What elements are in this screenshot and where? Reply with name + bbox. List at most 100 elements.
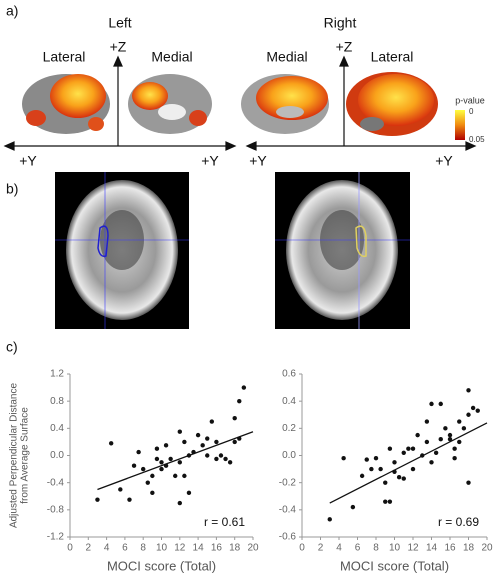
data-point <box>159 466 164 472</box>
hemisphere-label: Left <box>108 15 131 31</box>
x-tick-label: 18 <box>463 543 475 554</box>
data-point <box>182 439 187 445</box>
y-tick-label: -0.4 <box>279 504 297 515</box>
axis-label: +Y <box>435 153 453 169</box>
data-point <box>457 419 462 424</box>
data-point <box>475 408 480 413</box>
data-point <box>227 460 233 465</box>
hemisphere-label: Right <box>324 15 357 31</box>
brain-surfaces <box>20 72 465 140</box>
y-tick-label: 1.2 <box>50 369 64 380</box>
y-tick-label: -0.2 <box>279 477 297 488</box>
data-point <box>461 426 467 431</box>
data-point <box>145 480 150 485</box>
data-point <box>383 499 388 504</box>
y-tick-label: 0.4 <box>50 423 64 434</box>
x-tick-label: 20 <box>481 543 493 554</box>
trend-line <box>329 422 488 504</box>
data-point <box>341 456 346 461</box>
panel-label: a) <box>6 3 18 19</box>
panel-label: b) <box>6 181 18 197</box>
data-point <box>401 450 406 455</box>
axis-label: +Z <box>336 39 353 55</box>
data-point <box>186 490 192 496</box>
data-point <box>410 446 416 451</box>
data-point <box>232 439 237 445</box>
annotation: r = 0.69 <box>438 515 479 529</box>
x-tick-label: 18 <box>229 543 241 554</box>
x-tick-label: 10 <box>156 543 168 554</box>
view-label: Lateral <box>371 49 414 65</box>
y-axis-label: from Average Surface <box>20 407 31 504</box>
y-tick-label: -0.4 <box>47 477 65 488</box>
data-point <box>150 473 155 479</box>
y-tick-label: 0.0 <box>50 450 64 461</box>
data-point <box>373 456 379 461</box>
data-point <box>401 476 406 481</box>
x-tick-label: 16 <box>211 543 223 554</box>
x-tick-label: 0 <box>299 543 305 554</box>
y-tick-label: 0.8 <box>50 396 64 407</box>
data-point <box>457 439 462 445</box>
data-point <box>127 497 132 502</box>
data-point <box>195 432 201 438</box>
data-point <box>327 517 332 522</box>
data-point <box>154 456 160 462</box>
data-point <box>406 446 411 451</box>
x-tick-label: 20 <box>247 543 259 554</box>
x-axis-label: MOCI score (Total) <box>107 558 216 573</box>
axis-label: +Y <box>201 153 219 169</box>
data-point <box>218 453 224 458</box>
data-point <box>163 443 169 448</box>
data-point <box>378 466 383 472</box>
x-tick-label: 10 <box>389 543 401 554</box>
y-tick-label: 0.6 <box>282 369 296 380</box>
data-point <box>159 460 164 465</box>
y-tick-label: 0.4 <box>282 396 296 407</box>
data-point <box>205 436 210 441</box>
x-tick-label: 12 <box>407 543 419 554</box>
data-point <box>205 453 210 458</box>
data-point <box>131 463 137 468</box>
view-label: Lateral <box>43 49 86 65</box>
x-tick-label: 16 <box>444 543 456 554</box>
data-point <box>466 412 471 417</box>
data-point <box>392 460 397 465</box>
y-tick-label: -1.2 <box>47 532 65 543</box>
data-point <box>452 446 457 451</box>
colorbar-label: 0 <box>469 107 474 116</box>
x-tick-label: 6 <box>355 543 361 554</box>
data-point <box>429 401 434 407</box>
data-point <box>214 456 219 462</box>
x-tick-label: 8 <box>140 543 146 554</box>
x-axis-label: MOCI score (Total) <box>340 558 449 573</box>
data-point <box>410 466 416 472</box>
y-tick-label: 0.2 <box>282 423 296 434</box>
data-point <box>447 432 453 438</box>
x-tick-label: 8 <box>373 543 379 554</box>
data-point <box>359 473 365 479</box>
y-tick-label: 0.0 <box>282 450 296 461</box>
data-point <box>136 449 141 455</box>
data-point <box>429 460 434 465</box>
data-point <box>150 490 155 496</box>
data-point <box>237 398 242 404</box>
colorbar-title: p-value <box>455 95 485 105</box>
data-point <box>364 457 369 462</box>
axis-label: +Z <box>110 39 127 55</box>
data-point <box>466 388 471 393</box>
x-tick-label: 2 <box>318 543 324 554</box>
data-point <box>177 500 182 506</box>
data-point <box>182 473 187 479</box>
axis-label: +Y <box>249 153 267 169</box>
data-point <box>433 450 439 455</box>
data-point <box>387 446 393 451</box>
data-point <box>141 466 146 472</box>
axes-arrows <box>3 55 477 151</box>
data-point <box>241 385 247 390</box>
data-point <box>466 480 471 485</box>
data-point <box>177 460 182 465</box>
data-point <box>438 401 443 407</box>
data-point <box>200 443 205 448</box>
